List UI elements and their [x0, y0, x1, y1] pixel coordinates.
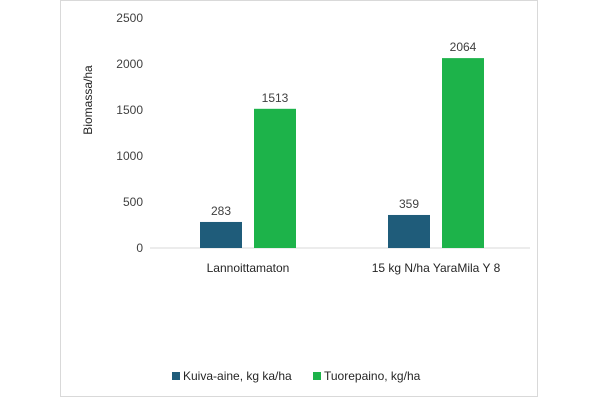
- y-tick-label: 500: [123, 195, 143, 209]
- y-tick-label: 2500: [116, 11, 143, 25]
- legend: Kuiva-aine, kg ka/ha Tuorepaino, kg/ha: [172, 369, 421, 383]
- bar: [388, 214, 430, 248]
- bar-data-label: 359: [399, 197, 419, 211]
- y-axis-title: Biomassa/ha: [81, 65, 95, 135]
- bar: [254, 108, 296, 248]
- bar: [442, 58, 484, 248]
- y-tick-label: 1500: [116, 103, 143, 117]
- legend-label: Tuorepaino, kg/ha: [324, 369, 421, 383]
- legend-label: Kuiva-aine, kg ka/ha: [183, 369, 292, 383]
- x-category-label: Lannoittamaton: [207, 261, 290, 275]
- bar-data-label: 2064: [450, 40, 477, 54]
- y-tick-label: 1000: [116, 149, 143, 163]
- bar: [200, 221, 242, 248]
- legend-swatch: [172, 372, 180, 380]
- category-labels: Lannoittamaton 15 kg N/ha YaraMila Y 8: [207, 261, 501, 275]
- x-category-label: 15 kg N/ha YaraMila Y 8: [372, 261, 501, 275]
- bar-data-label: 1513: [262, 91, 289, 105]
- y-axis-ticks: 0 500 1000 1500 2000 2500: [116, 11, 143, 255]
- bar-data-label: 283: [211, 204, 231, 218]
- y-tick-label: 0: [136, 241, 143, 255]
- legend-swatch: [313, 372, 321, 380]
- bars: 283 1513 359 2064: [200, 40, 484, 248]
- y-tick-label: 2000: [116, 57, 143, 71]
